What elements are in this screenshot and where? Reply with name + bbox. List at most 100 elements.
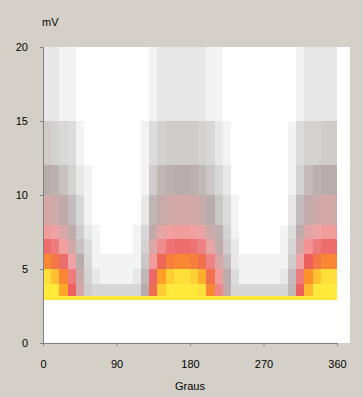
heatmap-cell xyxy=(76,195,84,225)
heatmap-cell xyxy=(296,254,304,269)
heatmap-cell xyxy=(92,225,100,240)
heatmap-cell xyxy=(223,296,231,300)
heatmap-cell xyxy=(247,296,255,300)
heatmap-cell xyxy=(166,269,174,284)
x-tick: 90 xyxy=(111,343,123,370)
heatmap-cell xyxy=(288,284,296,296)
heatmap-cell xyxy=(215,195,223,225)
heatmap-cell xyxy=(247,47,255,121)
heatmap-cell xyxy=(198,239,206,254)
heatmap-cell xyxy=(125,225,133,240)
heatmap-cell xyxy=(141,195,149,225)
heatmap-cell xyxy=(280,47,288,121)
heatmap-cell xyxy=(329,225,337,240)
heatmap-cell xyxy=(51,254,59,269)
heatmap-cell xyxy=(280,269,288,284)
heatmap-cell xyxy=(92,47,100,121)
heatmap-cell xyxy=(239,239,247,254)
heatmap-cell xyxy=(51,296,59,300)
y-tick-label: 10 xyxy=(16,189,28,201)
y-tick-mark xyxy=(40,269,43,270)
heatmap-cell xyxy=(51,284,59,296)
heatmap-cell xyxy=(239,121,247,165)
heatmap-cell xyxy=(149,47,157,121)
heatmap-cell xyxy=(117,254,125,269)
heatmap-cell xyxy=(206,195,214,225)
heatmap-cell xyxy=(125,239,133,254)
cells xyxy=(43,47,337,300)
heatmap-cell xyxy=(280,165,288,195)
heatmap-cell xyxy=(117,296,125,300)
heatmap-cell xyxy=(157,165,165,195)
heatmap-cell xyxy=(68,239,76,254)
heatmap-cell xyxy=(313,225,321,240)
heatmap-cell xyxy=(166,296,174,300)
heatmap-cell xyxy=(100,47,108,121)
heatmap-cell xyxy=(166,121,174,165)
heatmap-cell xyxy=(76,254,84,269)
heatmap-cell xyxy=(108,225,116,240)
heatmap-cell xyxy=(76,121,84,165)
heatmap-cell xyxy=(182,47,190,121)
heatmap-cell xyxy=(76,165,84,195)
heatmap-cell xyxy=(157,296,165,300)
heatmap-cell xyxy=(182,254,190,269)
heatmap-cell xyxy=(157,269,165,284)
heatmap-cell xyxy=(76,269,84,284)
heatmap-cell xyxy=(272,239,280,254)
x-tick: 180 xyxy=(181,343,199,370)
heatmap-cell xyxy=(231,269,239,284)
y-tick-mark xyxy=(40,47,43,48)
heatmap-cell xyxy=(313,165,321,195)
heatmap-cell xyxy=(304,165,312,195)
x-tick-mark xyxy=(117,343,118,346)
heatmap-cell xyxy=(215,121,223,165)
heatmap-cell xyxy=(174,254,182,269)
heatmap-cell xyxy=(198,254,206,269)
heatmap-cell xyxy=(76,47,84,121)
heatmap-cell xyxy=(100,254,108,269)
heatmap-cell xyxy=(166,284,174,296)
heatmap-cell xyxy=(329,47,337,121)
heatmap-cell xyxy=(198,284,206,296)
heatmap-cell xyxy=(198,195,206,225)
heatmap-cell xyxy=(108,269,116,284)
heatmap-cell xyxy=(321,296,329,300)
heatmap-cell xyxy=(133,284,141,296)
chart: 09018027036005101520mVGraus xyxy=(0,0,363,397)
heatmap-cell xyxy=(174,121,182,165)
heatmap-cell xyxy=(255,47,263,121)
heatmap-cell xyxy=(92,195,100,225)
heatmap-cell xyxy=(190,121,198,165)
heatmap-cell xyxy=(296,269,304,284)
heatmap-cell xyxy=(198,269,206,284)
heatmap-cell xyxy=(59,47,67,121)
heatmap-cell xyxy=(296,239,304,254)
heatmap-cell xyxy=(149,269,157,284)
heatmap-cell xyxy=(174,195,182,225)
heatmap-cell xyxy=(329,121,337,165)
heatmap-cell xyxy=(92,296,100,300)
heatmap-cell xyxy=(149,254,157,269)
heatmap-cell xyxy=(68,269,76,284)
heatmap-cell xyxy=(255,225,263,240)
heatmap-cell xyxy=(255,269,263,284)
heatmap-cell xyxy=(133,165,141,195)
heatmap-cell xyxy=(141,296,149,300)
heatmap-cell xyxy=(125,296,133,300)
x-tick-label: 180 xyxy=(181,358,199,370)
heatmap-cell xyxy=(76,284,84,296)
heatmap-cell xyxy=(255,165,263,195)
heatmap-cell xyxy=(117,47,125,121)
heatmap-cell xyxy=(190,239,198,254)
heatmap-cell xyxy=(84,284,92,296)
heatmap-cell xyxy=(215,284,223,296)
heatmap-cell xyxy=(100,121,108,165)
heatmap-cell xyxy=(125,47,133,121)
heatmap-cell xyxy=(264,121,272,165)
heatmap-cell xyxy=(264,284,272,296)
heatmap-cell xyxy=(141,239,149,254)
heatmap-cell xyxy=(264,225,272,240)
heatmap-cell xyxy=(280,296,288,300)
heatmap-cell xyxy=(76,296,84,300)
